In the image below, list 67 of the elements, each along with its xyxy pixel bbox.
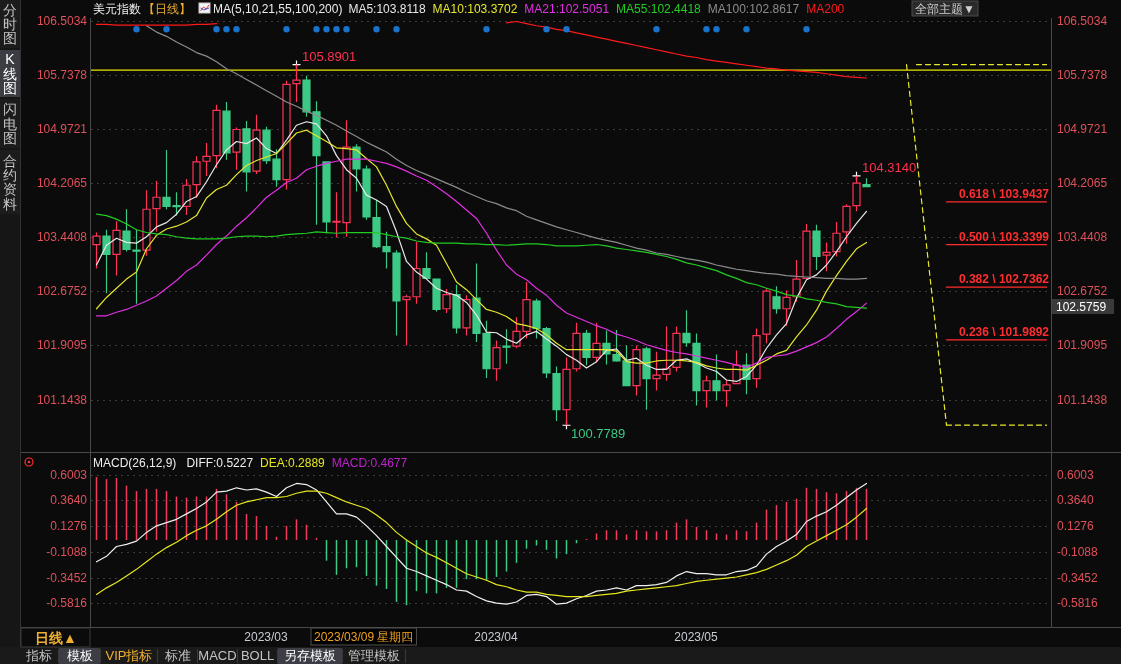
y2-tick-label: 0.1276 bbox=[1057, 519, 1095, 534]
text: 闪电图 bbox=[3, 101, 17, 146]
text: BOLL bbox=[240, 648, 275, 663]
y-tick-label: 106.5034 bbox=[36, 14, 88, 29]
y-tick-label: 104.9721 bbox=[36, 122, 88, 137]
y2-tick-label: 0.6003 bbox=[1057, 467, 1095, 482]
x-tick-label: 2023/04 bbox=[474, 630, 519, 644]
y-tick-label: 102.6752 bbox=[36, 284, 88, 299]
y-tick-label: 0.6003 bbox=[50, 467, 88, 482]
text: 102.5759 bbox=[1056, 300, 1107, 314]
text: MA200 bbox=[806, 2, 845, 16]
y2-tick-label: 103.4408 bbox=[1057, 230, 1108, 245]
y2-tick-label: 102.6752 bbox=[1057, 284, 1108, 299]
y2-tick-label: -0.1088 bbox=[1057, 544, 1099, 559]
y2-tick-label: -0.5816 bbox=[1057, 596, 1099, 611]
y2-tick-label: 104.2065 bbox=[1057, 176, 1108, 191]
y-tick-label: 101.1438 bbox=[36, 392, 88, 407]
y2-tick-label: 0.3640 bbox=[1057, 493, 1095, 508]
annotation: 0.618 \ 103.9437 bbox=[958, 186, 1050, 201]
annotation: 0.236 \ 101.9892 bbox=[958, 324, 1050, 339]
text: MA100:102.8617 bbox=[707, 2, 800, 16]
y2-tick-label: -0.3452 bbox=[1057, 570, 1099, 585]
text: MA10:103.3702 bbox=[432, 2, 518, 16]
annotation: 0.500 \ 103.3399 bbox=[958, 229, 1050, 244]
text: 2023/03/09 星期四 bbox=[314, 630, 414, 644]
text: 标准 bbox=[163, 648, 191, 663]
text: 另存模板 bbox=[284, 648, 336, 663]
y-tick-label: 0.3640 bbox=[50, 493, 88, 508]
chart-title: 美元指数 bbox=[93, 2, 141, 16]
y-tick-label: 105.7378 bbox=[36, 68, 88, 83]
text: 分时图 bbox=[3, 1, 17, 47]
annotation: 104.3140 bbox=[862, 159, 917, 175]
y2-tick-label: 106.5034 bbox=[1057, 14, 1108, 29]
chart-subtitle: 【日线】 bbox=[143, 2, 191, 16]
legend-title: MA(5,10,21,55,100,200) bbox=[213, 2, 343, 16]
text: MACD bbox=[198, 648, 237, 663]
text: VIP指标 bbox=[105, 648, 153, 663]
y2-tick-label: 101.1438 bbox=[1057, 392, 1108, 407]
y-tick-label: 104.2065 bbox=[36, 176, 88, 191]
annotation: 105.8901 bbox=[302, 48, 357, 64]
x-tick-label: 2023/03 bbox=[244, 630, 289, 644]
annotation: 100.7789 bbox=[571, 426, 626, 442]
series-label: DEA:0.2889 bbox=[260, 456, 326, 470]
y-tick-label: -0.5816 bbox=[46, 596, 88, 611]
text: 合约资料 bbox=[3, 152, 17, 212]
y2-tick-label: 105.7378 bbox=[1057, 68, 1108, 83]
text: 全部主题▼ bbox=[915, 2, 975, 16]
y2-tick-label: 101.9095 bbox=[1057, 338, 1108, 353]
text: 指标 bbox=[25, 648, 52, 663]
text: MA55:102.4418 bbox=[616, 2, 702, 16]
text: 管理模板 bbox=[348, 648, 400, 663]
text: 模板 bbox=[66, 648, 93, 663]
annotation: 0.382 \ 102.7362 bbox=[958, 272, 1050, 287]
y2-tick-label: 104.9721 bbox=[1057, 122, 1108, 137]
text: MA21:102.5051 bbox=[524, 2, 610, 16]
text: K线图 bbox=[3, 51, 17, 96]
y-tick-label: 103.4408 bbox=[36, 230, 88, 245]
text: MA5:103.8118 bbox=[348, 2, 426, 16]
y-tick-label: -0.3452 bbox=[46, 570, 88, 585]
y-tick-label: 0.1276 bbox=[50, 519, 88, 534]
chart-title: MACD(26,12,9) bbox=[93, 456, 177, 470]
y-tick-label: -0.1088 bbox=[46, 544, 88, 559]
text: 日线▲ bbox=[35, 630, 77, 646]
annotation: MACD:0.4677 bbox=[331, 456, 408, 470]
y-tick-label: 101.9095 bbox=[36, 338, 88, 353]
series-label: DIFF:0.5227 bbox=[186, 456, 254, 470]
x-tick-label: 2023/05 bbox=[674, 630, 719, 644]
